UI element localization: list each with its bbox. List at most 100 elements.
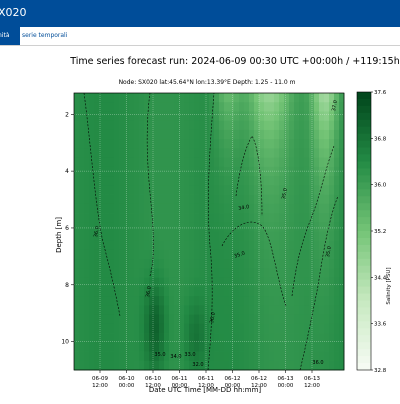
heatmap-cell [329,139,335,149]
heatmap-cell [239,333,245,343]
heatmap-cell [314,222,320,232]
colorbar-segment [357,203,371,211]
heatmap-cell [319,240,325,251]
contour-label: 37.0 [331,100,339,112]
heatmap-cell [239,93,245,103]
heatmap-cell [249,194,255,205]
heatmap-cell [154,351,160,362]
heatmap-cell [214,333,220,343]
heatmap-cell [214,231,220,242]
heatmap-cell [284,185,290,195]
heatmap-cell [184,231,190,242]
heatmap-cell [289,259,295,269]
heatmap-cell [239,296,245,306]
heatmap-cell [269,222,275,232]
heatmap-cell [234,139,240,149]
heatmap-cell [99,185,105,195]
heatmap-cell [144,259,150,269]
heatmap-cell [224,240,230,251]
heatmap-cell [89,166,95,177]
tab-salinity[interactable]: nità [0,27,20,45]
heatmap-cell [214,129,220,140]
colorbar-segment [357,182,371,190]
heatmap-cell [309,351,315,362]
heatmap-cell [249,277,255,288]
heatmap-cell [309,240,315,251]
heatmap-cell [164,213,170,223]
heatmap-cell [129,296,135,306]
heatmap-cell [119,194,125,205]
heatmap-cell [179,342,185,352]
heatmap-cell [334,194,340,205]
heatmap-cell [164,194,170,205]
heatmap-cell [224,277,230,288]
heatmap-cell [239,157,245,168]
x-tick-label: 06-13 [304,376,320,382]
heatmap-cell [194,231,200,242]
heatmap-cell [244,93,250,103]
heatmap-cell [154,111,160,122]
heatmap-cell [264,314,270,325]
heatmap-cell [269,102,275,112]
colorbar-tick-label: 36.0 [374,183,387,189]
heatmap-cell [319,277,325,288]
contour-label: 34.0 [238,204,250,212]
tab-time-series[interactable]: serie temporali [22,32,68,39]
heatmap-cell [339,333,345,343]
heatmap-cell [114,240,120,251]
heatmap-cell [74,120,80,131]
heatmap-cell [209,194,215,205]
heatmap-cell [119,166,125,177]
heatmap-cell [99,305,105,315]
heatmap-cell [329,314,335,325]
heatmap-cell [189,194,195,205]
heatmap-cell [74,231,80,242]
heatmap-cell [214,360,220,371]
heatmap-cell [154,120,160,131]
heatmap-cell [104,323,110,334]
heatmap-cell [149,268,155,279]
heatmap-cell [119,185,125,195]
heatmap-cell [304,277,310,288]
heatmap-cell [339,102,345,112]
heatmap-cell [104,185,110,195]
heatmap-cell [169,296,175,306]
heatmap-cell [84,333,90,343]
heatmap-cell [289,333,295,343]
heatmap-cell [284,93,290,103]
heatmap-cell [154,176,160,186]
heatmap-cell [74,342,80,352]
heatmap-cell [174,351,180,362]
heatmap-cell [109,185,115,195]
heatmap-cell [119,323,125,334]
heatmap-cell [269,166,275,177]
heatmap-cell [199,314,205,325]
heatmap-cell [149,323,155,334]
heatmap-cell [299,360,305,371]
heatmap-cell [219,360,225,371]
heatmap-cell [154,286,160,297]
heatmap-cell [89,93,95,103]
heatmap-cell [324,139,330,149]
heatmap-cell [289,102,295,112]
heatmap-cell [79,277,85,288]
heatmap-cell [99,360,105,371]
heatmap-cell [154,342,160,352]
heatmap-cell [74,240,80,251]
heatmap-cell [289,222,295,232]
heatmap-cell [259,342,265,352]
heatmap-cell [189,277,195,288]
heatmap-cell [219,166,225,177]
colorbar-segment [357,335,371,343]
heatmap-cell [219,259,225,269]
heatmap-cell [169,194,175,205]
heatmap-cell [244,305,250,315]
heatmap-cell [124,231,130,242]
heatmap-cell [239,222,245,232]
heatmap-cell [174,323,180,334]
heatmap-cell [129,323,135,334]
heatmap-cell [334,185,340,195]
heatmap-cell [169,351,175,362]
heatmap-cell [109,249,115,260]
heatmap-cell [244,222,250,232]
